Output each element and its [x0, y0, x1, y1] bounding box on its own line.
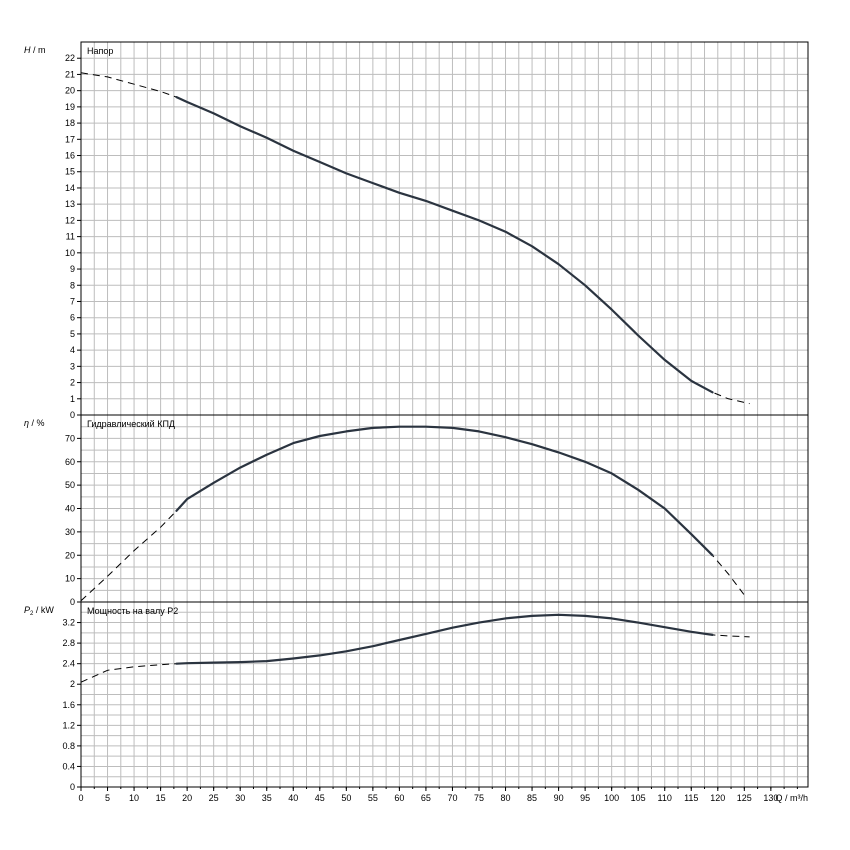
y-tick-label: 0.8: [62, 741, 75, 751]
x-tick-label: 125: [737, 793, 752, 803]
x-tick-label: 130: [763, 793, 778, 803]
x-tick-label: 115: [684, 793, 698, 803]
x-tick-label: 90: [554, 793, 564, 803]
y-tick-label: 20: [65, 86, 75, 96]
y-tick-label: 4: [70, 345, 75, 355]
x-tick-label: 10: [129, 793, 139, 803]
chart-labels: 012345678910111213141516171819202122Напо…: [24, 45, 808, 803]
panel-frame: [80, 41, 809, 416]
x-tick-label: 50: [341, 793, 351, 803]
x-tick-label: 110: [658, 793, 672, 803]
curve-operating-power: [175, 613, 714, 665]
x-tick-label: 105: [631, 793, 646, 803]
x-tick-label: 15: [156, 793, 166, 803]
y-axis-unit: / kW: [33, 605, 54, 615]
y-tick-label: 15: [65, 167, 75, 177]
y-tick-label: 3.2: [62, 618, 75, 628]
y-tick-label: 9: [70, 264, 75, 274]
x-tick-label: 75: [474, 793, 484, 803]
y-tick-label: 2.8: [62, 638, 75, 648]
y-axis-symbol: H: [24, 45, 31, 55]
y-axis-symbol: η: [24, 418, 29, 428]
x-tick-label: 95: [580, 793, 590, 803]
y-tick-label: 0: [70, 782, 75, 792]
y-axis-symbol: P: [24, 605, 30, 615]
y-tick-label: 13: [65, 199, 75, 209]
x-tick-label: 65: [421, 793, 431, 803]
curve-extended-head: [80, 72, 750, 405]
x-tick-label: 80: [501, 793, 511, 803]
y-tick-label: 0.4: [62, 761, 75, 771]
panel-frame: [80, 601, 809, 788]
y-tick-label: 2: [70, 679, 75, 689]
y-tick-label: 30: [65, 527, 75, 537]
y-axis-label: P2 / kW: [24, 605, 54, 617]
y-tick-label: 16: [65, 151, 75, 161]
y-tick-label: 12: [65, 215, 75, 225]
y-tick-label: 6: [70, 313, 75, 323]
panel-title: Мощность на валу P2: [87, 606, 178, 616]
curve-operating-efficiency: [175, 425, 714, 557]
panel-title: Напор: [87, 46, 113, 56]
chart-curves: [80, 72, 750, 683]
panel-title: Гидравлический КПД: [87, 419, 175, 429]
y-tick-label: 10: [65, 248, 75, 258]
y-tick-label: 14: [65, 183, 75, 193]
y-axis-unit: / m: [31, 45, 46, 55]
curve-operating-head: [175, 96, 714, 394]
x-axis-label: Q / m³/h: [775, 793, 808, 803]
x-tick-label: 25: [209, 793, 219, 803]
x-tick-label: 40: [288, 793, 298, 803]
x-tick-label: 60: [394, 793, 404, 803]
y-axis-label: H / m: [24, 45, 46, 55]
y-tick-label: 1: [70, 394, 75, 404]
chart-frames: [77, 41, 809, 791]
y-axis-subscript: 2: [30, 611, 34, 617]
x-tick-label: 45: [315, 793, 325, 803]
x-tick-label: 5: [105, 793, 110, 803]
y-axis-unit: / %: [29, 418, 45, 428]
y-tick-label: 1.2: [62, 720, 75, 730]
y-tick-label: 22: [65, 53, 75, 63]
y-tick-label: 0: [70, 410, 75, 420]
y-tick-label: 10: [65, 574, 75, 584]
y-tick-label: 2.4: [62, 659, 75, 669]
y-tick-label: 60: [65, 457, 75, 467]
x-tick-label: 55: [368, 793, 378, 803]
y-tick-label: 0: [70, 597, 75, 607]
y-tick-label: 19: [65, 102, 75, 112]
x-tick-label: 30: [235, 793, 245, 803]
y-tick-label: 2: [70, 378, 75, 388]
x-tick-label: 120: [710, 793, 725, 803]
y-tick-label: 3: [70, 361, 75, 371]
y-tick-label: 20: [65, 550, 75, 560]
y-tick-label: 18: [65, 118, 75, 128]
y-tick-label: 5: [70, 329, 75, 339]
y-tick-label: 70: [65, 433, 75, 443]
x-tick-label: 20: [182, 793, 192, 803]
y-tick-label: 21: [65, 69, 75, 79]
x-tick-label: 0: [78, 793, 83, 803]
x-tick-label: 85: [527, 793, 537, 803]
chart-grid: [81, 42, 808, 787]
y-tick-label: 40: [65, 504, 75, 514]
y-tick-label: 7: [70, 296, 75, 306]
x-tick-label: 100: [604, 793, 619, 803]
x-tick-label: 70: [447, 793, 457, 803]
y-tick-label: 17: [65, 134, 75, 144]
y-tick-label: 1.6: [62, 700, 75, 710]
x-tick-label: 35: [262, 793, 272, 803]
y-axis-label: η / %: [24, 418, 45, 428]
y-tick-label: 11: [66, 232, 75, 242]
y-tick-label: 50: [65, 480, 75, 490]
y-tick-label: 8: [70, 280, 75, 290]
